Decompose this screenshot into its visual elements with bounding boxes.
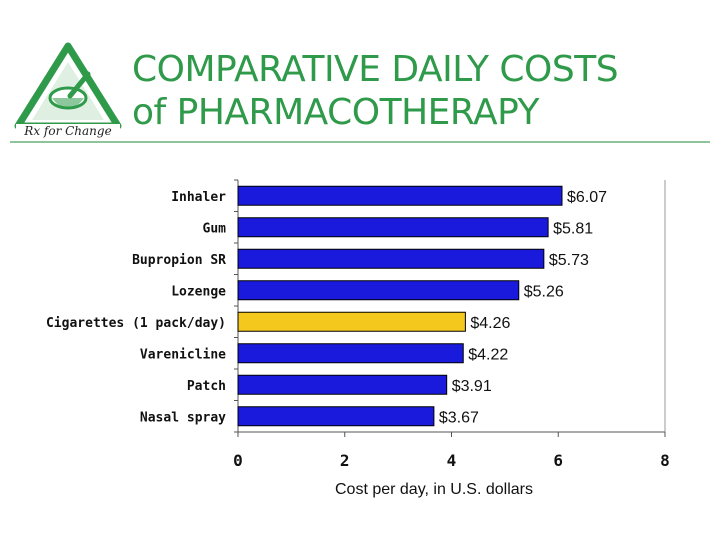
bar [237, 311, 466, 332]
category-label: Inhaler [171, 190, 226, 205]
page-title-line-1: COMPARATIVE DAILY COSTS [132, 49, 619, 90]
x-tick-label: 0 [233, 451, 243, 470]
category-label: Varenicline [140, 347, 226, 362]
x-tick-label: 6 [553, 451, 563, 470]
value-label: $4.26 [470, 315, 510, 332]
category-label: Bupropion SR [132, 253, 226, 268]
bar [237, 248, 545, 269]
value-label: $3.67 [439, 409, 479, 426]
logo-text: Rx for Change [23, 124, 111, 138]
value-label: $3.91 [452, 378, 492, 395]
title-divider [10, 141, 710, 143]
bar [237, 280, 520, 301]
rx-for-change-logo: Rx for Change [14, 42, 122, 138]
bar [237, 343, 464, 364]
value-label: $6.07 [567, 189, 607, 206]
x-tick-label: 4 [447, 451, 457, 470]
bar [237, 217, 549, 238]
bar [237, 406, 435, 427]
page-title: COMPARATIVE DAILY COSTS of PHARMACOTHERA… [132, 48, 702, 134]
bar [237, 374, 448, 395]
value-label: $5.73 [549, 252, 589, 269]
category-label: Lozenge [171, 284, 226, 299]
category-label: Nasal spray [140, 410, 226, 425]
x-tick-label: 8 [660, 451, 670, 470]
x-tick-label: 2 [340, 451, 350, 470]
value-label: $4.22 [468, 346, 508, 363]
category-label: Cigarettes (1 pack/day) [46, 316, 226, 331]
category-label: Patch [187, 379, 226, 394]
value-label: $5.81 [553, 220, 593, 237]
x-axis-title: Cost per day, in U.S. dollars [335, 481, 533, 498]
value-label: $5.26 [524, 283, 564, 300]
logo-pestle-icon [67, 71, 91, 99]
category-label: Gum [203, 221, 227, 236]
page-title-line-2: of PHARMACOTHERAPY [132, 92, 540, 133]
logo-mortar-bowl [52, 98, 84, 109]
bar [237, 185, 563, 206]
